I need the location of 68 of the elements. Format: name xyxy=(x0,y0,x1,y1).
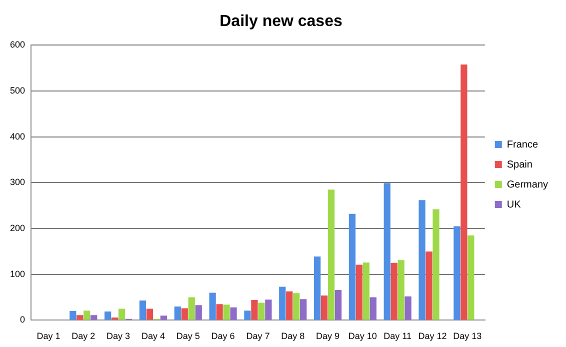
bar xyxy=(432,209,440,320)
bar xyxy=(265,300,272,320)
bar xyxy=(181,308,188,320)
x-tick-label: Day 9 xyxy=(316,331,340,342)
bar xyxy=(334,290,342,320)
legend-label: France xyxy=(506,139,538,150)
x-tick-label: Day 10 xyxy=(348,331,377,342)
bar xyxy=(76,315,84,320)
y-tick-label: 400 xyxy=(10,131,26,142)
x-tick-label: Day 5 xyxy=(176,331,200,342)
bar xyxy=(195,305,202,320)
bar xyxy=(348,214,356,320)
bar xyxy=(174,306,181,320)
bar xyxy=(286,291,293,320)
bar xyxy=(139,300,146,320)
x-tick-label: Day 7 xyxy=(246,331,270,342)
bar xyxy=(404,296,412,320)
bar xyxy=(426,251,432,320)
x-tick-label: Day 12 xyxy=(418,331,447,342)
y-tick-label: 600 xyxy=(10,40,26,50)
bar xyxy=(454,226,460,320)
x-tick-label: Day 1 xyxy=(36,331,60,342)
bar xyxy=(160,316,167,320)
bar xyxy=(390,262,398,320)
bar xyxy=(398,260,404,320)
y-tick-label: 500 xyxy=(10,86,26,96)
bar xyxy=(460,64,468,320)
bar xyxy=(356,264,363,320)
bar xyxy=(418,200,426,320)
chart-title: Daily new cases xyxy=(220,13,342,30)
x-tick-label: Day 11 xyxy=(384,331,412,342)
bar xyxy=(251,300,258,320)
bar xyxy=(468,235,474,320)
bar xyxy=(314,256,321,320)
bar xyxy=(223,304,230,320)
bar xyxy=(188,297,195,320)
bar xyxy=(118,308,126,320)
bar xyxy=(279,286,286,320)
legend-label: Spain xyxy=(506,159,532,170)
bar xyxy=(258,302,265,320)
bar xyxy=(370,297,376,320)
legend-label: Germany xyxy=(506,179,548,190)
bar xyxy=(70,311,76,320)
bar xyxy=(230,307,237,320)
bar xyxy=(384,183,390,320)
y-tick-label: 300 xyxy=(10,177,26,188)
x-tick-label: Day 6 xyxy=(211,331,235,342)
bar xyxy=(84,310,90,320)
y-tick-label: 0 xyxy=(20,314,26,325)
bar xyxy=(300,299,307,320)
bar xyxy=(90,315,98,320)
x-tick-label: Day 3 xyxy=(106,331,130,342)
bar xyxy=(209,292,216,320)
x-tick-label: Day 8 xyxy=(281,331,305,342)
bar xyxy=(320,295,328,320)
x-tick-label: Day 2 xyxy=(72,331,96,342)
bar xyxy=(293,293,300,320)
legend-label: UK xyxy=(506,199,522,210)
bar xyxy=(146,308,154,320)
y-tick-label: 200 xyxy=(10,223,26,234)
bar xyxy=(328,190,335,320)
x-tick-label: Day 4 xyxy=(141,331,165,342)
bar xyxy=(216,304,223,320)
bar xyxy=(362,262,370,320)
bar xyxy=(104,311,112,320)
x-tick-label: Day 13 xyxy=(453,331,482,342)
y-tick-label: 100 xyxy=(10,268,26,279)
bar xyxy=(244,310,251,320)
